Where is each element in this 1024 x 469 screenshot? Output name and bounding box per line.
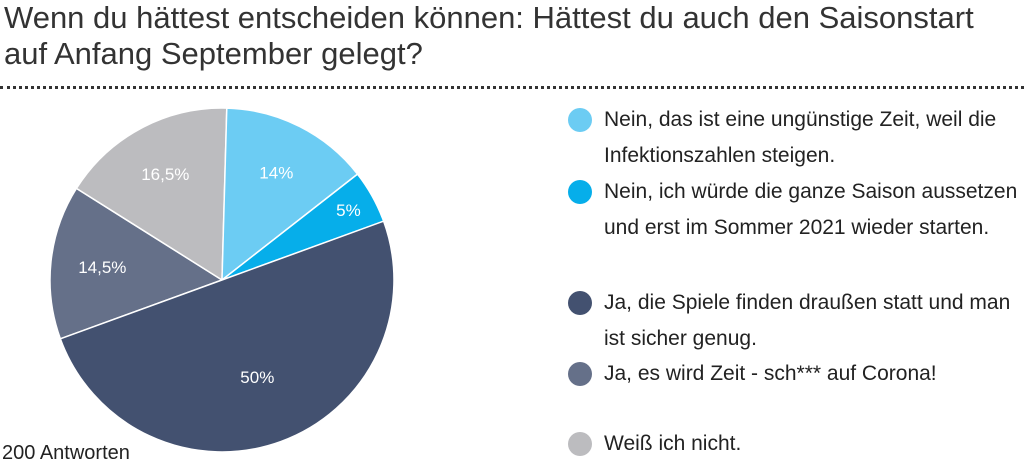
legend-label: Weiß ich nicht. (604, 432, 742, 455)
slice-value-label: 14,5% (78, 258, 126, 277)
chart-title: Wenn du hättest entscheiden können: Hätt… (4, 0, 974, 71)
legend-swatch-icon (568, 432, 592, 456)
slice-value-label: 14% (259, 164, 293, 183)
pie-chart: 14,5% 16,5% 14% 5% 50% (49, 107, 395, 453)
legend-label: Nein, ich würde die ganze Saison aussetz… (604, 180, 1018, 239)
legend-label: Ja, die Spiele finden draußen statt und … (604, 291, 1011, 350)
pie-slice (75, 107, 228, 282)
legend-swatch-icon (568, 362, 592, 386)
pie-slice (49, 187, 224, 340)
pie-slice (59, 220, 395, 453)
legend-label: Ja, es wird Zeit - sch*** auf Corona! (604, 362, 937, 385)
slice-value-label: 50% (240, 368, 274, 387)
legend-swatch-icon (568, 291, 592, 315)
slice-value-label: 16,5% (141, 165, 189, 184)
response-count: 200 Antworten (2, 442, 130, 464)
dotted-divider (0, 86, 1024, 89)
pie-slice (221, 107, 359, 282)
legend-item: Nein, ich würde die ganze Saison aussetz… (568, 176, 1018, 246)
legend-swatch-icon (568, 180, 592, 204)
legend-swatch-icon (568, 108, 592, 132)
legend-item: Nein, das ist eine ungünstige Zeit, weil… (568, 104, 1018, 174)
legend-item: Weiß ich nicht. (568, 428, 1018, 462)
legend-item: Ja, es wird Zeit - sch*** auf Corona! (568, 358, 1018, 392)
slice-value-label: 5% (336, 201, 361, 220)
legend-label: Nein, das ist eine ungünstige Zeit, weil… (604, 108, 997, 167)
legend-item: Ja, die Spiele finden draußen statt und … (568, 287, 1018, 357)
